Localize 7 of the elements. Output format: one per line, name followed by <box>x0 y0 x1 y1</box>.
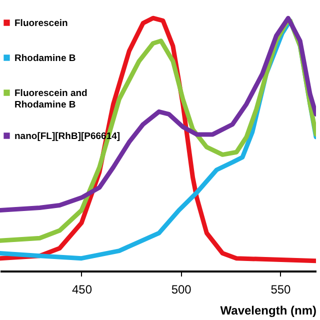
legend-label: Fluorescein and Rhodamine B <box>14 88 88 110</box>
legend-label: Fluorescein <box>14 18 68 29</box>
x-tick-label: 500 <box>171 282 192 296</box>
x-tick-label: 550 <box>270 282 292 296</box>
x-axis-title: Wavelength (nm) <box>220 304 316 318</box>
legend-label: Rhodamine B <box>14 52 76 64</box>
x-tick-label: 450 <box>72 282 92 296</box>
